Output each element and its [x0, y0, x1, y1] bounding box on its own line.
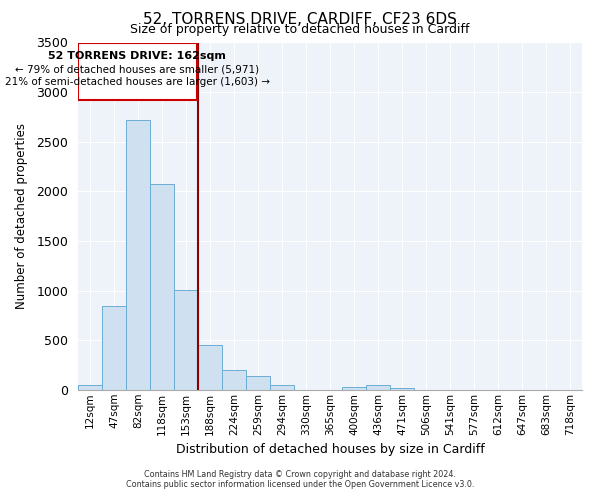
Text: 52, TORRENS DRIVE, CARDIFF, CF23 6DS: 52, TORRENS DRIVE, CARDIFF, CF23 6DS	[143, 12, 457, 28]
Bar	[342, 387, 366, 390]
Bar	[102, 306, 126, 390]
Bar	[198, 346, 222, 390]
Bar	[126, 120, 150, 390]
X-axis label: Distribution of detached houses by size in Cardiff: Distribution of detached houses by size …	[176, 443, 484, 456]
Bar	[366, 385, 390, 390]
Bar	[78, 384, 102, 390]
Text: ← 79% of detached houses are smaller (5,971): ← 79% of detached houses are smaller (5,…	[16, 64, 259, 74]
Text: Contains HM Land Registry data © Crown copyright and database right 2024.
Contai: Contains HM Land Registry data © Crown c…	[126, 470, 474, 489]
Bar	[390, 388, 414, 390]
Text: 52 TORRENS DRIVE: 162sqm: 52 TORRENS DRIVE: 162sqm	[49, 51, 226, 61]
Bar	[174, 290, 198, 390]
Bar	[150, 184, 174, 390]
Bar	[246, 376, 270, 390]
Text: 21% of semi-detached houses are larger (1,603) →: 21% of semi-detached houses are larger (…	[5, 77, 270, 87]
Text: Size of property relative to detached houses in Cardiff: Size of property relative to detached ho…	[130, 22, 470, 36]
Y-axis label: Number of detached properties: Number of detached properties	[15, 123, 28, 309]
Bar	[222, 370, 246, 390]
Bar	[78, 44, 197, 100]
Bar	[270, 384, 294, 390]
